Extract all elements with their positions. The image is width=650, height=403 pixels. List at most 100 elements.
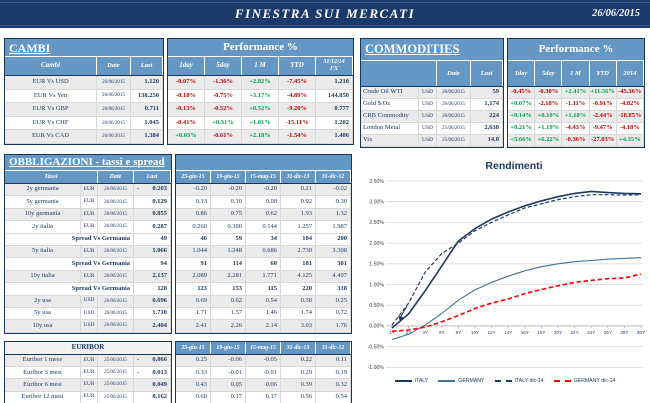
euribor-row: Euribor 3 mesi EUR 25/06/2015-0.013 <box>5 367 171 380</box>
legend-line-sample <box>394 380 412 382</box>
last-value: 2,638 <box>471 123 503 135</box>
legend-label: GERMANY dic-14 <box>573 378 616 384</box>
historic-value: 0.72 <box>316 307 351 321</box>
euribor-row: Euribor 6 mesi EUR 25/06/2015 0.049 <box>5 379 171 392</box>
header-last last: Last <box>131 57 163 75</box>
historic-value: 0.30 <box>316 196 351 209</box>
performance-value: -0.30% <box>535 87 563 99</box>
historic-value: 1.771 <box>246 270 281 284</box>
euribor-history-row: 0.43 0.05 0.06 0.39 0.32 <box>176 379 351 392</box>
historic-value: 2.281 <box>211 270 246 284</box>
spread-label: Spread Vs Germania <box>5 283 134 296</box>
euribor-history-row: 0.60 0.17 0.17 0.56 0.54 <box>176 391 351 403</box>
performance-value: -0.52% <box>205 103 242 117</box>
historic-value: 0.21 <box>281 184 316 197</box>
x-axis-tick-label: 14Y <box>504 330 512 335</box>
currency: EUR <box>81 208 98 222</box>
historic-value: 153 <box>211 283 246 296</box>
performance-value: +0.03% <box>168 130 205 144</box>
cambi-perf-row: +0.03% -0.61% +2.18% -1.54% 1.406 <box>168 130 353 144</box>
performance-value: -0.18% <box>168 89 205 104</box>
historic-value: 91 <box>176 258 211 271</box>
bonds-block: OBBLIGAZIONI - tassi e spread Tassi Date La… <box>4 154 352 334</box>
spread-label: Spread Vs Germania <box>5 233 134 246</box>
euribor-history-header: 25-giu-15 19-giu-15 15-mag-15 31-dic-13 31-d… <box>176 342 351 355</box>
commodities-performance-title: Performance % <box>508 39 644 61</box>
commodity-row: CRB Commodity USD 26/06/2015 224 <box>361 111 503 123</box>
header-last last: Last <box>134 171 171 183</box>
bond-row: Spread Vs Germania 128 <box>5 283 171 296</box>
quote-date: 25/06/2015 <box>98 367 134 380</box>
quote-date: 26/06/2015 <box>98 295 134 308</box>
bond-name: 2y germania <box>5 184 81 197</box>
pair-name: EUR Vs USD <box>5 76 97 90</box>
commodity-perf-row: -0.45% -0.30% +2.41% +11.56% -45.36% <box>508 87 644 99</box>
quote-date: 26/06/2015 <box>98 320 134 333</box>
performance-value: +4.35% <box>616 135 644 147</box>
historic-value: 0.54 <box>246 295 281 308</box>
historic-value: 0.62 <box>211 295 246 308</box>
chart-legend: ITALY GERMANY ITALY dic-14 GERMANY dic-14 <box>362 378 648 384</box>
historic-value: 200 <box>316 233 351 246</box>
header-5day: 5day <box>535 61 563 86</box>
cambi-row: EUR Vs CAD 26/06/2015 1.384 <box>5 130 163 144</box>
historic-value: 0.39 <box>281 379 316 392</box>
euribor-block: EURIBOR Euribor 1 mese EUR 25/06/2015-0.066… <box>4 341 352 403</box>
historic-value: 0.43 <box>176 379 211 392</box>
historic-value: -0.20 <box>246 184 281 197</box>
bond-name: 10y germania <box>5 208 81 222</box>
euribor-left-block: EURIBOR Euribor 1 mese EUR 25/06/2015-0.066… <box>4 341 172 403</box>
y-axis-tick-label: 2.50% <box>369 220 384 226</box>
historic-value: 1.257 <box>281 221 316 234</box>
historic-value: 0.19 <box>316 367 351 380</box>
bonds-history-header: 25-giu-15 19-giu-15 15-mag-15 31-dic-13 31-d… <box>176 171 351 184</box>
quote-date: 26/06/2015 <box>97 76 131 90</box>
performance-value: +1.19% <box>535 123 563 135</box>
euribor-table: EURIBOR Euribor 1 mese EUR 25/06/2015-0.066… <box>4 341 352 403</box>
last-value: 224 <box>471 111 503 123</box>
quote-date: 25/06/2015 <box>98 391 134 403</box>
header-5day: 5day <box>205 57 242 75</box>
performance-value: +0.14% <box>508 111 536 123</box>
x-axis-tick-label: 18Y <box>537 330 545 335</box>
performance-value: +6.22% <box>535 135 563 147</box>
currency: EUR <box>81 355 98 368</box>
header-19-giu-15: 19-giu-15 <box>211 171 246 183</box>
quote-date: 26/06/2015 <box>98 245 134 259</box>
x-axis-tick-label: 22Y <box>571 330 579 335</box>
quote-date: 26/06/2015 <box>437 111 471 123</box>
historic-value: 1.93 <box>281 208 316 222</box>
header-15-mag-15: 15-mag-15 <box>246 171 281 183</box>
historic-value: 115 <box>246 283 281 296</box>
commodity-name: Vix <box>361 135 419 147</box>
header-date: Date <box>437 61 471 86</box>
quote-date: 25/06/2015 <box>98 355 134 368</box>
bond-name: 5y germania <box>5 196 81 209</box>
historic-value: 0.25 <box>316 295 351 308</box>
historic-value: 0.60 <box>176 391 211 403</box>
historic-value: 0.92 <box>281 196 316 209</box>
historic-value: 0.260 <box>176 221 211 234</box>
bond-history-row: 0.86 0.75 0.62 1.93 1.32 <box>176 208 351 222</box>
historic-value: 0.86 <box>176 208 211 222</box>
spread-last: 49 <box>134 233 171 246</box>
commodity-name: Gold $/Oz <box>361 99 419 111</box>
commodity-perf-row: +0.21% +1.19% -4.43% -9.47% -4.18% <box>508 123 644 135</box>
commodities-table: COMMODITIES Date Last Crude Oil WTI USD 26/06… <box>360 38 645 148</box>
bond-row: 5y usa USD 26/06/2015 1.710 <box>5 307 171 321</box>
spread-last: 94 <box>134 258 171 271</box>
historic-value: 0.22 <box>281 355 316 368</box>
last-value: 138.250 <box>131 89 163 104</box>
quote-date: 26/06/2015 <box>97 116 131 131</box>
last-value: 0.711 <box>131 103 163 117</box>
currency: USD <box>419 135 437 147</box>
commodities-left-header: Date Last <box>361 61 503 87</box>
pair-name: EUR Vs Yen <box>5 89 97 104</box>
currency: EUR <box>81 184 98 197</box>
last-value: 1.045 <box>131 116 163 131</box>
euribor-row: Euribor 12 mesi EUR 25/06/2015 0.162 <box>5 391 171 403</box>
x-axis-tick-label: 12Y <box>488 330 496 335</box>
header-31-dic-12 last: 31-dic-12 <box>316 342 351 354</box>
header-1 M: 1 M <box>242 57 279 75</box>
legend-label: GERMANY <box>458 378 485 384</box>
